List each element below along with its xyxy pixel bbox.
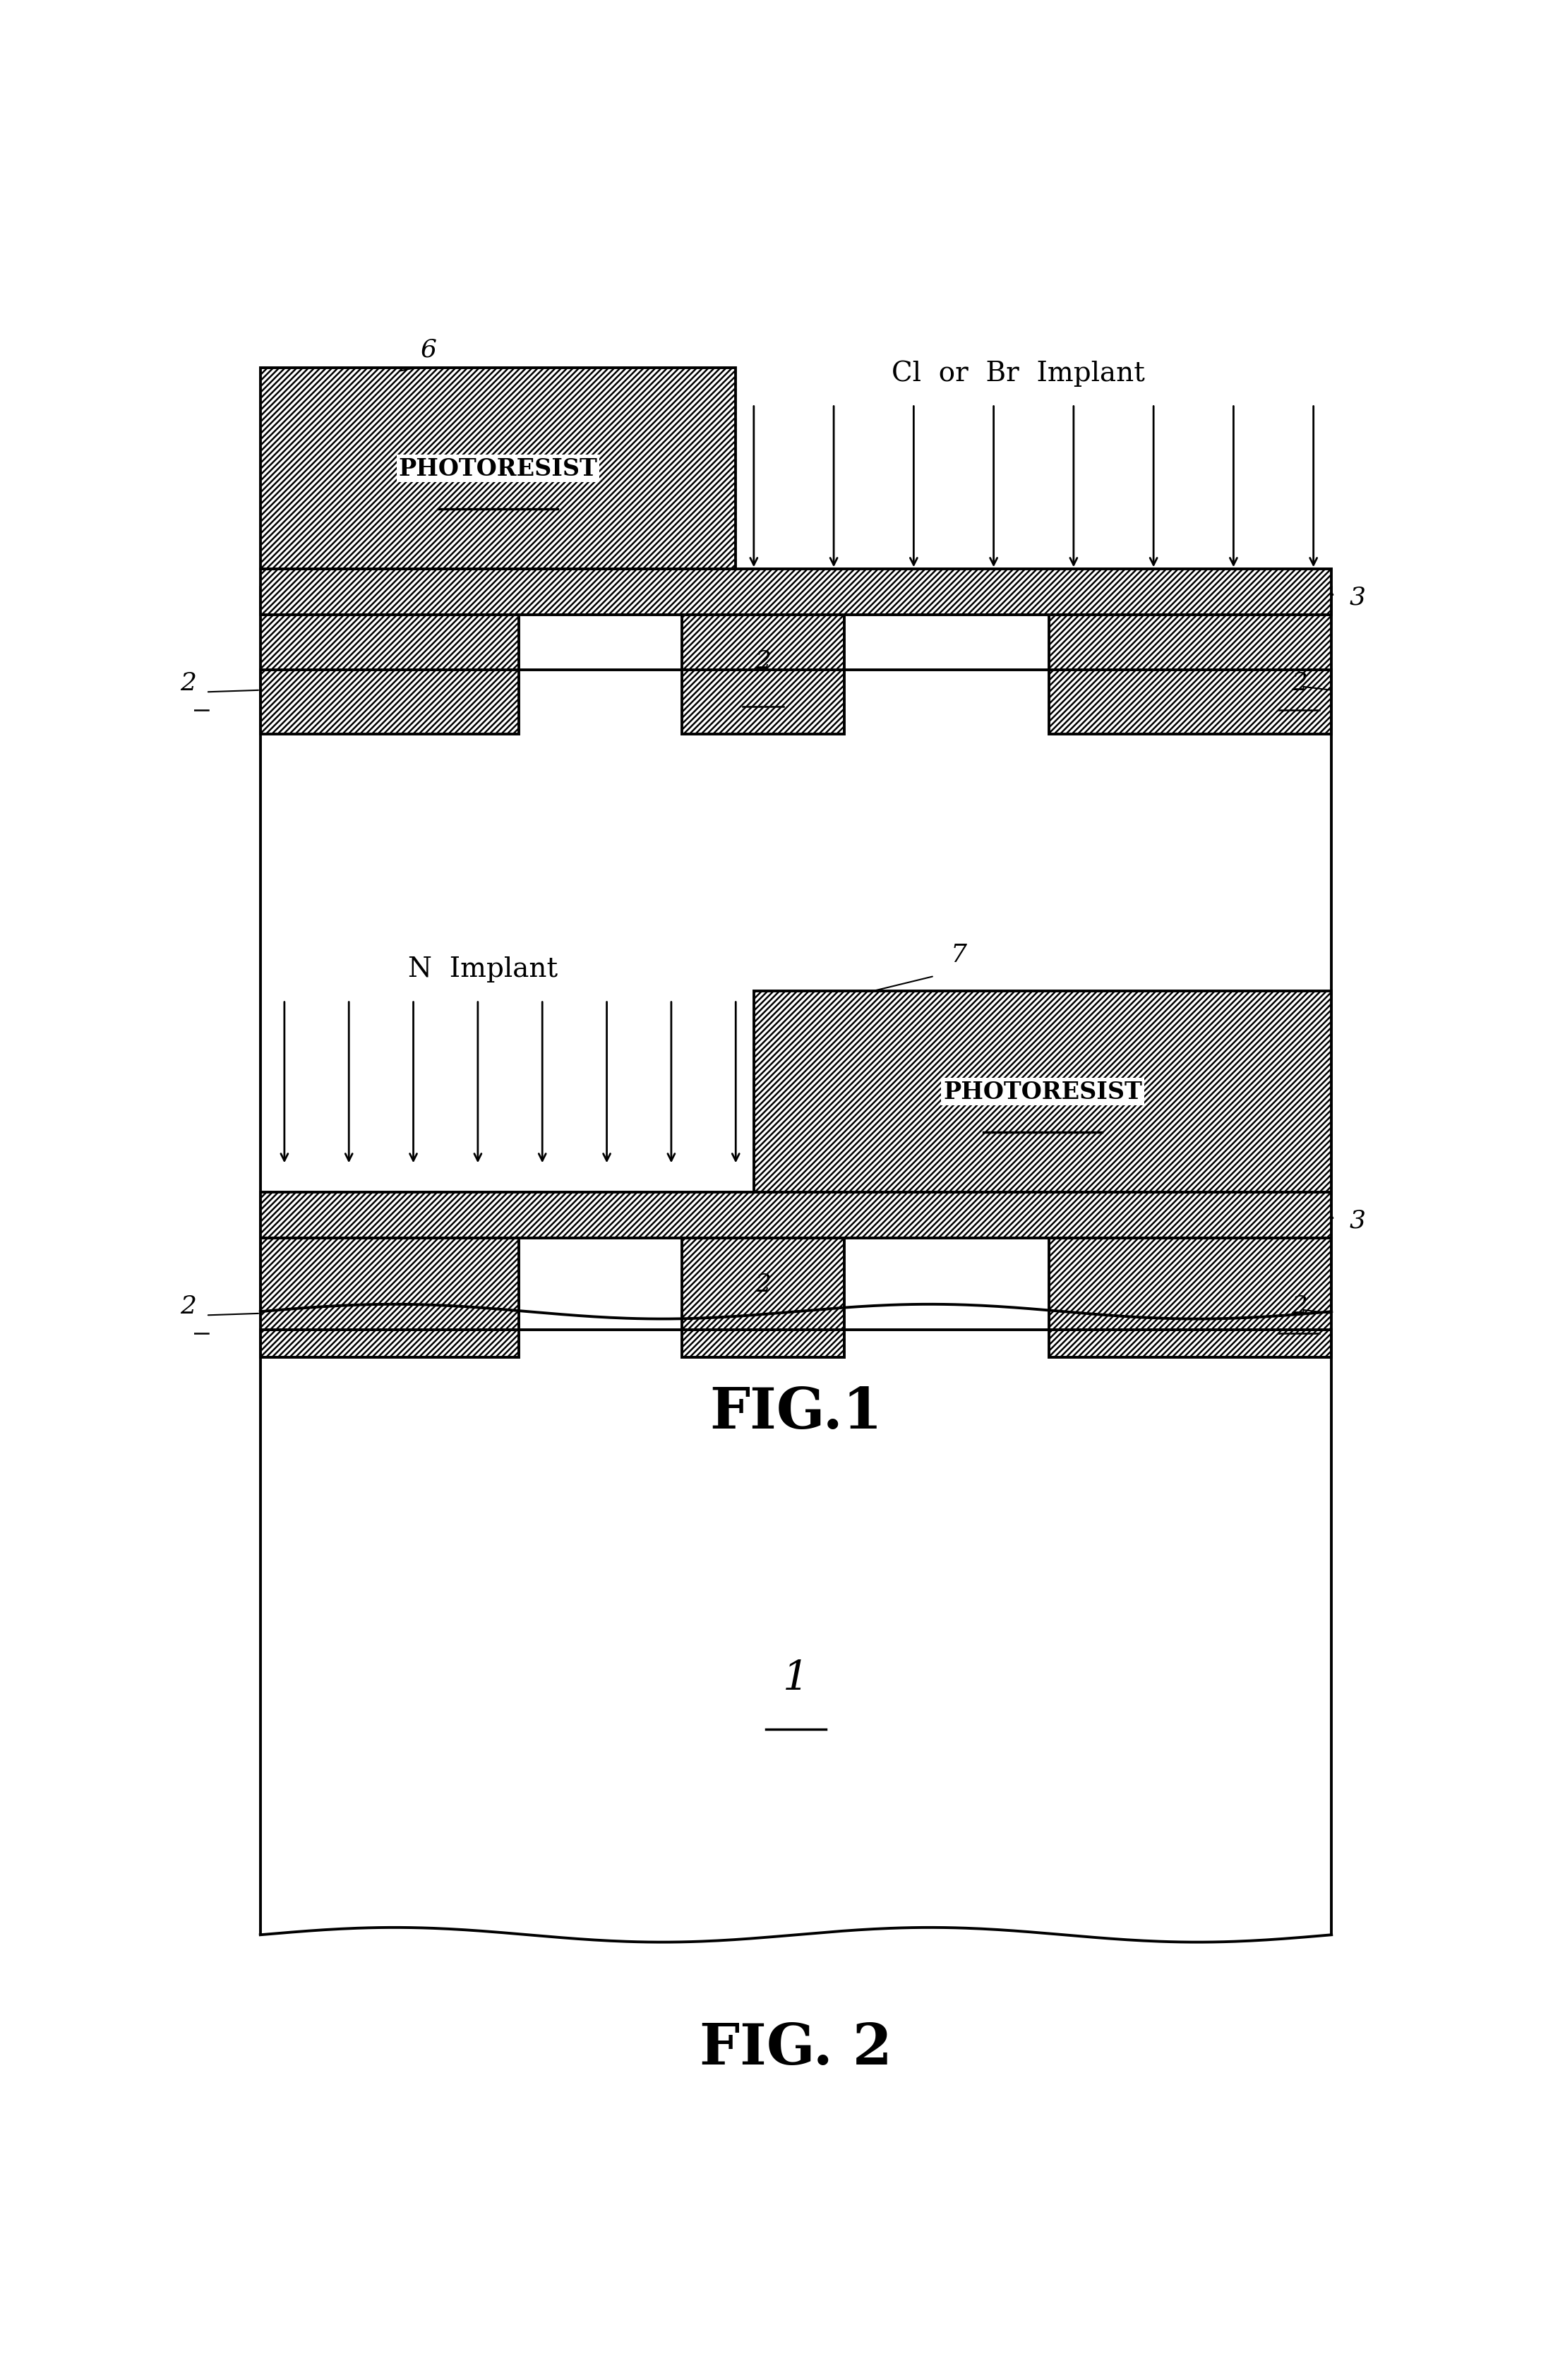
Text: 2: 2 [180,671,196,695]
Text: 3: 3 [1350,1209,1365,1233]
Text: FIG. 2: FIG. 2 [699,2021,893,2075]
Text: 1: 1 [783,1659,809,1699]
Bar [261,671,1331,1311]
Bar [261,569,1331,616]
Bar [261,1211,519,1357]
Bar [261,588,519,735]
Bar [261,1192,1331,1238]
Text: PHOTORESIST: PHOTORESIST [399,457,598,481]
Text: 1: 1 [783,1026,809,1066]
Bar [753,990,1331,1192]
Bar [261,1330,1331,1935]
Text: PHOTORESIST: PHOTORESIST [943,1081,1141,1104]
Text: Cl  or  Br  Implant: Cl or Br Implant [891,359,1145,386]
Bar [1048,1211,1331,1357]
Text: 2: 2 [1291,1295,1308,1319]
Text: 2: 2 [1291,671,1308,695]
Bar [261,369,736,569]
Text: 7: 7 [950,942,966,966]
Text: 3: 3 [1350,585,1365,609]
Text: FIG.1: FIG.1 [710,1385,882,1440]
Bar [682,1211,845,1357]
Text: 2: 2 [180,1295,196,1319]
Text: N  Implant: N Implant [408,957,558,983]
Bar [682,588,845,735]
Text: 6: 6 [421,338,436,362]
Bar [1048,588,1331,735]
Text: 2: 2 [755,1273,770,1297]
Text: 2: 2 [755,650,770,674]
